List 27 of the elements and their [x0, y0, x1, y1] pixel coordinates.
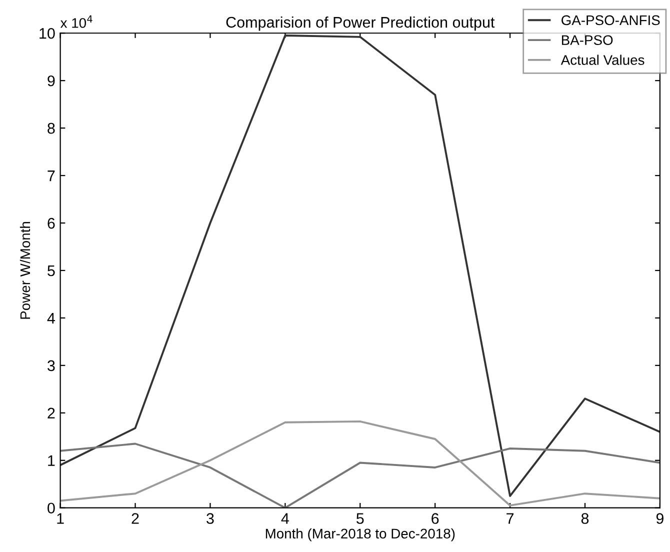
y-tick-label: 8	[48, 122, 55, 134]
y-tick-label: 10	[40, 28, 55, 39]
y-tick-label: 6	[48, 218, 55, 229]
x-tick-label: 2	[132, 513, 139, 524]
text: x 10$^{4}$	[60, 15, 92, 28]
legend-label: BA-PSO	[562, 35, 613, 46]
x-tick-label: 4	[281, 513, 289, 524]
x-tick-label: 3	[206, 513, 214, 524]
x-tick-label: 7	[506, 513, 514, 524]
x-tick-label: 9	[656, 513, 664, 524]
y-tick-label: 7	[48, 170, 55, 182]
x-tick-label: 5	[356, 513, 364, 524]
y-tick-label: 0	[48, 502, 55, 514]
y-tick-label: 2	[48, 408, 55, 418]
y-tick-label: 3	[48, 360, 55, 372]
y-tick-label: 4	[47, 312, 55, 324]
legend-label: Actual Values	[560, 54, 644, 65]
y-tick-label: 9	[48, 75, 55, 86]
x-tick-label: 6	[432, 513, 439, 524]
y-tick-label: 1	[48, 455, 55, 466]
x-tick-label: 8	[581, 513, 589, 524]
legend-label: GA-PSO-ANFIS	[562, 15, 660, 26]
y-tick-label: 5	[48, 266, 55, 276]
y-axis-title: Power W/Month	[20, 222, 30, 319]
chart-title: Comparision of Power Prediction output	[226, 16, 495, 31]
x-tick-label: 1	[57, 513, 64, 524]
x-axis-title: Month (Mar-2018 to Dec-2018)	[266, 528, 455, 542]
